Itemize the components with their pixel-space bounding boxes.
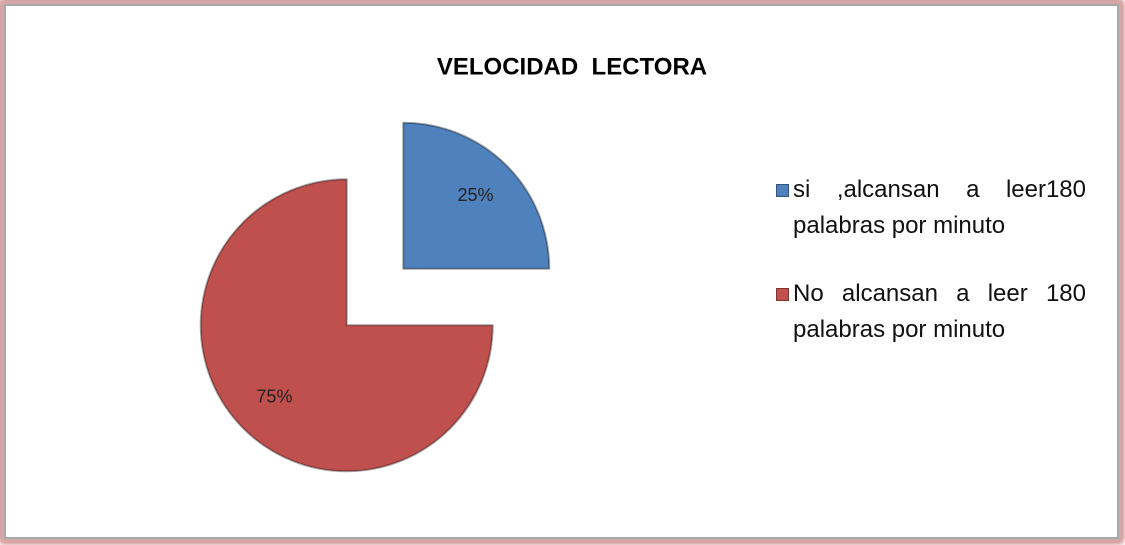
slice-label: 75% xyxy=(256,386,292,406)
legend-entry: si ,alcansan a leer180 palabras por minu… xyxy=(776,172,1086,244)
slice-label: 25% xyxy=(458,185,494,205)
legend-label: si ,alcansan a leer180 palabras por minu… xyxy=(793,176,1086,239)
pie-slice xyxy=(402,121,551,270)
pie-slice xyxy=(199,178,494,473)
legend: si ,alcansan a leer180 palabras por minu… xyxy=(776,172,1086,380)
legend-swatch xyxy=(776,288,789,301)
legend-entry: No alcansan a leer 180 palabras por minu… xyxy=(776,276,1086,348)
legend-swatch xyxy=(776,184,789,197)
chart-title: VELOCIDAD LECTORA xyxy=(437,53,707,80)
legend-label: No alcansan a leer 180 palabras por minu… xyxy=(793,280,1086,343)
chart-frame xyxy=(4,4,1119,539)
